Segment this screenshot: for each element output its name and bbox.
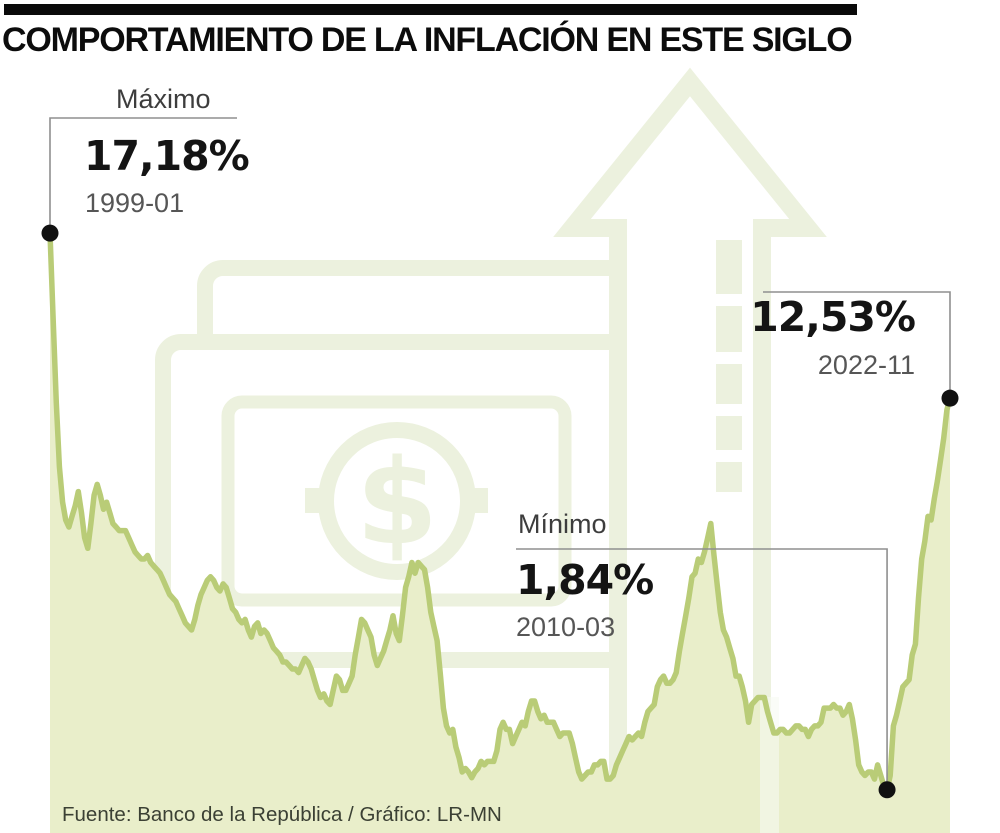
max-callout bbox=[49, 117, 237, 234]
max-value: 17,18% bbox=[84, 132, 250, 180]
latest-value: 12,53% bbox=[750, 293, 916, 341]
callout-lines bbox=[49, 117, 951, 790]
data-point-dots bbox=[41, 224, 959, 799]
min-point-dot bbox=[878, 781, 896, 799]
max-date: 1999-01 bbox=[85, 188, 185, 218]
banknote-dot-left bbox=[305, 488, 330, 513]
min-value: 1,84% bbox=[516, 556, 654, 604]
max-point-dot bbox=[41, 224, 59, 242]
max-label: Máximo bbox=[116, 84, 211, 114]
inflation-line bbox=[47, 230, 953, 793]
source-credit: Fuente: Banco de la República / Gráfico:… bbox=[62, 803, 502, 826]
inflation-area-fill bbox=[50, 233, 950, 833]
money-watermark: $ bbox=[155, 67, 827, 833]
banknote-dot-right bbox=[463, 488, 488, 513]
dollar-sign-icon: $ bbox=[356, 433, 438, 571]
latest-callout bbox=[763, 291, 951, 399]
latest-point-dot bbox=[941, 389, 959, 407]
min-label: Mínimo bbox=[518, 509, 607, 539]
up-arrow-icon bbox=[553, 67, 827, 833]
up-arrow-dashes bbox=[716, 240, 742, 492]
banknote-inner-border bbox=[221, 395, 572, 607]
title-rule bbox=[4, 4, 857, 15]
page-title: COMPORTAMIENTO DE LA INFLACIÓN EN ESTE S… bbox=[2, 21, 853, 59]
min-date: 2010-03 bbox=[516, 612, 616, 642]
latest-date: 2022-11 bbox=[817, 350, 915, 380]
min-callout bbox=[516, 548, 888, 790]
